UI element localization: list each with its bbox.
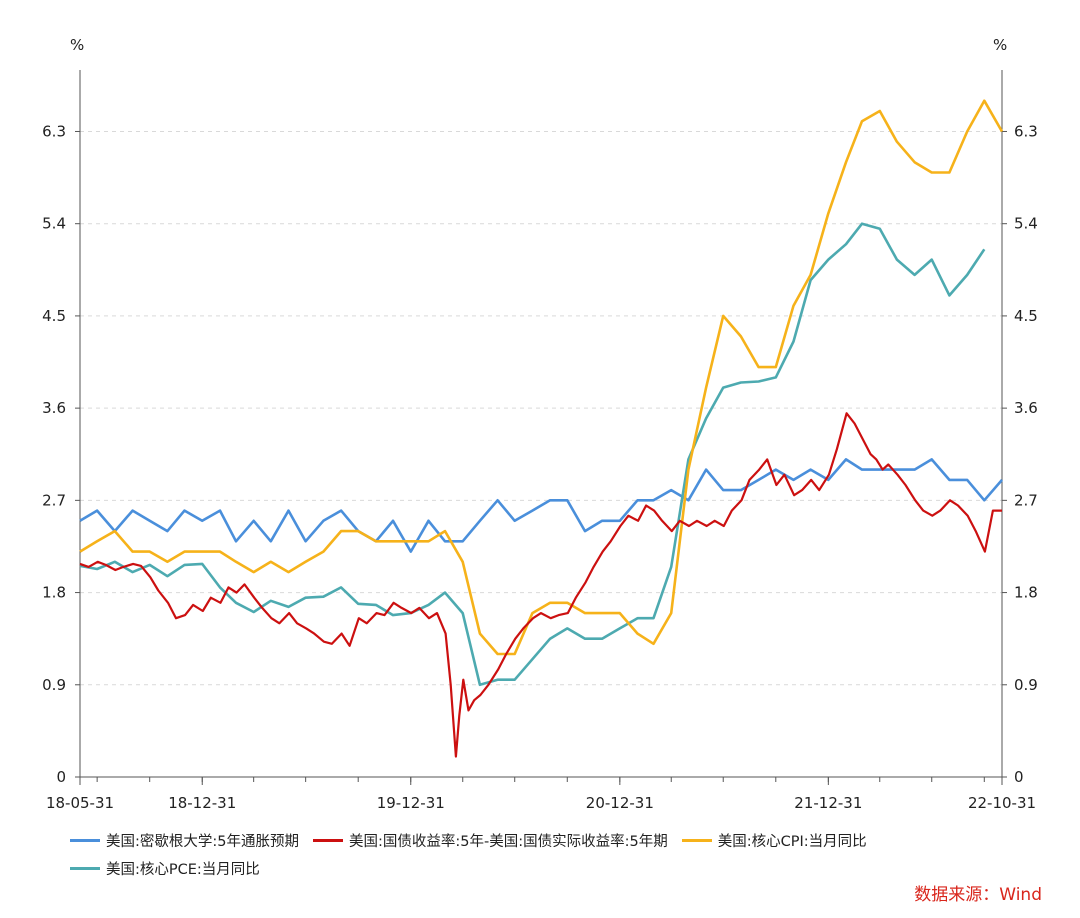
y-tick-label-left-1: 0.9 — [42, 676, 66, 694]
legend-item-core-cpi: 美国:核心CPI:当月同比 — [681, 830, 867, 851]
y-tick-label-right-0: 0 — [1014, 768, 1024, 786]
y-tick-label-right-2: 1.8 — [1014, 584, 1038, 602]
x-tick-label-4: 21-12-31 — [794, 794, 862, 812]
series-line-breakeven — [79, 412, 1002, 758]
series-lines — [79, 99, 1004, 758]
y-tick-label-right-6: 5.4 — [1014, 215, 1038, 233]
x-tick-label-5: 22-10-31 — [968, 794, 1036, 812]
legend-swatch-core-cpi — [681, 838, 712, 842]
legend-label-michigan: 美国:密歇根大学:5年通胀预期 — [106, 833, 299, 850]
series-line-core-cpi — [79, 99, 1004, 656]
x-tick-label-3: 20-12-31 — [586, 794, 654, 812]
y-tick-label-left-2: 1.8 — [42, 584, 66, 602]
legend-item-michigan: 美国:密歇根大学:5年通胀预期 — [70, 830, 299, 851]
series-line-michigan — [79, 458, 1003, 553]
legend-label-core-pce: 美国:核心PCE:当月同比 — [106, 861, 260, 878]
y-axis-unit-left: % — [70, 36, 84, 54]
y-tick-label-left-5: 4.5 — [42, 307, 66, 325]
legend-label-breakeven: 美国:国债收益率:5年-美国:国债实际收益率:5年期 — [349, 833, 668, 850]
y-tick-label-left-4: 3.6 — [42, 399, 66, 417]
gridlines — [80, 130, 1002, 686]
x-tick-label-1: 18-12-31 — [168, 794, 236, 812]
data-source: 数据来源：Wind — [914, 885, 1042, 905]
legend: 美国:密歇根大学:5年通胀预期 美国:国债收益率:5年-美国:国债实际收益率:5… — [70, 826, 1060, 882]
legend-swatch-core-pce — [70, 866, 100, 870]
y-tick-label-left-3: 2.7 — [42, 491, 66, 509]
y-tick-label-left-0: 0 — [56, 768, 66, 786]
y-tick-label-right-7: 6.3 — [1014, 122, 1038, 140]
y-tick-label-left-6: 5.4 — [42, 215, 66, 233]
legend-item-core-pce: 美国:核心PCE:当月同比 — [70, 858, 260, 879]
y-tick-label-right-5: 4.5 — [1014, 307, 1038, 325]
legend-item-breakeven: 美国:国债收益率:5年-美国:国债实际收益率:5年期 — [313, 830, 668, 851]
y-axis-unit-right: % — [993, 36, 1007, 54]
tick-labels: 0 0 0.9 0.9 1.8 1.8 2.7 2.7 3.6 3.6 4.5 4.5 5.4 5.4 6.… — [42, 122, 1038, 812]
y-tick-label-right-3: 2.7 — [1014, 491, 1038, 509]
legend-swatch-breakeven — [313, 838, 343, 842]
y-tick-label-left-7: 6.3 — [42, 122, 66, 140]
x-tick-label-2: 19-12-31 — [377, 794, 445, 812]
x-tick-label-0: 18-05-31 — [46, 794, 114, 812]
axes — [75, 70, 1007, 785]
series-line-core-pce — [79, 222, 986, 687]
legend-swatch-michigan — [70, 838, 100, 842]
chart-canvas: 0 0 0.9 0.9 1.8 1.8 2.7 2.7 3.6 3.6 4.5 4.5 5.4 5.4 6.… — [42, 36, 1038, 812]
y-tick-label-right-1: 0.9 — [1014, 676, 1038, 694]
y-tick-label-right-4: 3.6 — [1014, 399, 1038, 417]
legend-label-core-cpi: 美国:核心CPI:当月同比 — [717, 833, 867, 850]
